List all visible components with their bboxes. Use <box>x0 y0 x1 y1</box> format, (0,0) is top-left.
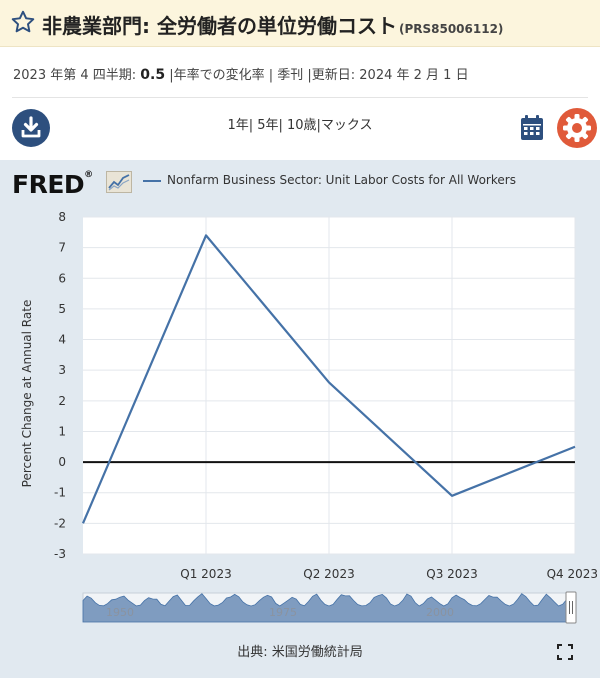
legend-swatch <box>143 180 161 182</box>
y-tick-label: 3 <box>58 363 66 377</box>
y-tick-label: 1 <box>58 424 66 438</box>
y-tick-label: -1 <box>54 486 66 500</box>
fred-graph-icon <box>106 171 132 193</box>
y-tick-label: -2 <box>54 516 66 530</box>
x-tick-label: Q4 2023 <box>547 567 598 581</box>
y-tick-label: 6 <box>58 271 66 285</box>
legend-label: Nonfarm Business Sector: Unit Labor Cost… <box>167 173 516 187</box>
star-icon[interactable] <box>10 9 36 35</box>
x-tick-label: Q1 2023 <box>180 567 231 581</box>
navigator-label: 1950 <box>106 606 134 619</box>
navigator-handle[interactable] <box>565 591 577 624</box>
title-bar: 非農業部門: 全労働者の単位労働コスト (PRS85006112) <box>0 0 600 47</box>
navigator-label: 1975 <box>269 606 297 619</box>
y-tick-label: 5 <box>58 302 66 316</box>
fred-logo-mark: ® <box>84 170 93 180</box>
navigator-label: 2000 <box>426 606 454 619</box>
x-tick-label: Q3 2023 <box>426 567 477 581</box>
page-title: 非農業部門: 全労働者の単位労働コスト (PRS85006112) <box>42 10 503 39</box>
fred-logo-text: FRED <box>12 170 85 199</box>
source-note: 出典: 米国労働統計局 <box>237 645 363 660</box>
observation-value: 0.5 <box>140 67 166 83</box>
observation-period: 2023 年第 4 四半期: <box>13 68 137 83</box>
date-range-links[interactable]: 1年| 5年| 10歳|マックス <box>227 118 373 133</box>
fullscreen-icon[interactable] <box>557 644 573 660</box>
x-tick-label: Q2 2023 <box>303 567 354 581</box>
y-tick-label: -3 <box>54 547 66 561</box>
calendar-icon[interactable] <box>519 114 545 142</box>
navigator-series <box>82 593 576 623</box>
y-tick-label: 2 <box>58 394 66 408</box>
divider <box>12 97 588 98</box>
y-tick-label: 0 <box>58 455 66 469</box>
observation-summary: 2023 年第 4 四半期: 0.5 |年率での変化率 | 季刊 |更新日: 2… <box>13 64 469 83</box>
y-tick-label: 7 <box>58 241 66 255</box>
fred-logo: FRED® <box>12 170 93 199</box>
y-axis-label: Percent Change at Annual Rate <box>20 300 34 488</box>
observation-units: |年率での変化率 | 季刊 |更新日: 2024 年 2 月 1 日 <box>169 68 469 83</box>
title-text: 非農業部門: 全労働者の単位労働コスト <box>42 14 397 38</box>
gear-icon[interactable] <box>557 108 597 148</box>
y-tick-label: 4 <box>58 333 66 347</box>
y-tick-label: 8 <box>58 210 66 224</box>
download-button[interactable] <box>12 109 50 147</box>
series-id: (PRS85006112) <box>398 22 504 36</box>
download-icon <box>21 116 41 138</box>
